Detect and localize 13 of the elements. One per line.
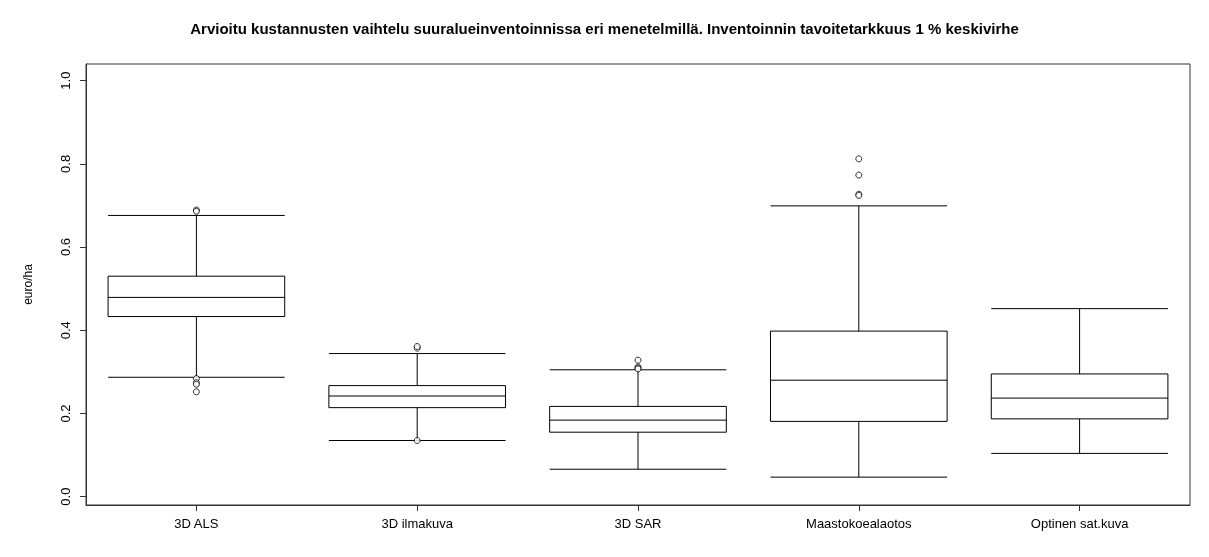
x-tick-label: 3D ALS <box>174 516 219 531</box>
y-tick-label: 0.4 <box>58 321 73 340</box>
y-axis-title: euro/ha <box>21 263 35 305</box>
x-tick-label: 3D SAR <box>614 516 662 531</box>
y-tick-label: 0.6 <box>58 238 73 257</box>
y-tick-label: 0.8 <box>58 154 73 173</box>
y-tick-label: 1.0 <box>58 71 73 90</box>
x-tick-label: Optinen sat.kuva <box>1030 516 1130 531</box>
chart-title: Arvioitu kustannusten vaihtelu suuralueinventoinnissa eri menetelmillä. Inventoinnin tavoitetarkkuus 1 % keskivirhe <box>190 20 1019 37</box>
y-tick-label: 0.0 <box>58 487 73 506</box>
x-tick-label: 3D ilmakuva <box>381 516 454 531</box>
x-tick-label: Maastokoealaotos <box>806 516 913 531</box>
y-tick-label: 0.2 <box>58 404 73 423</box>
